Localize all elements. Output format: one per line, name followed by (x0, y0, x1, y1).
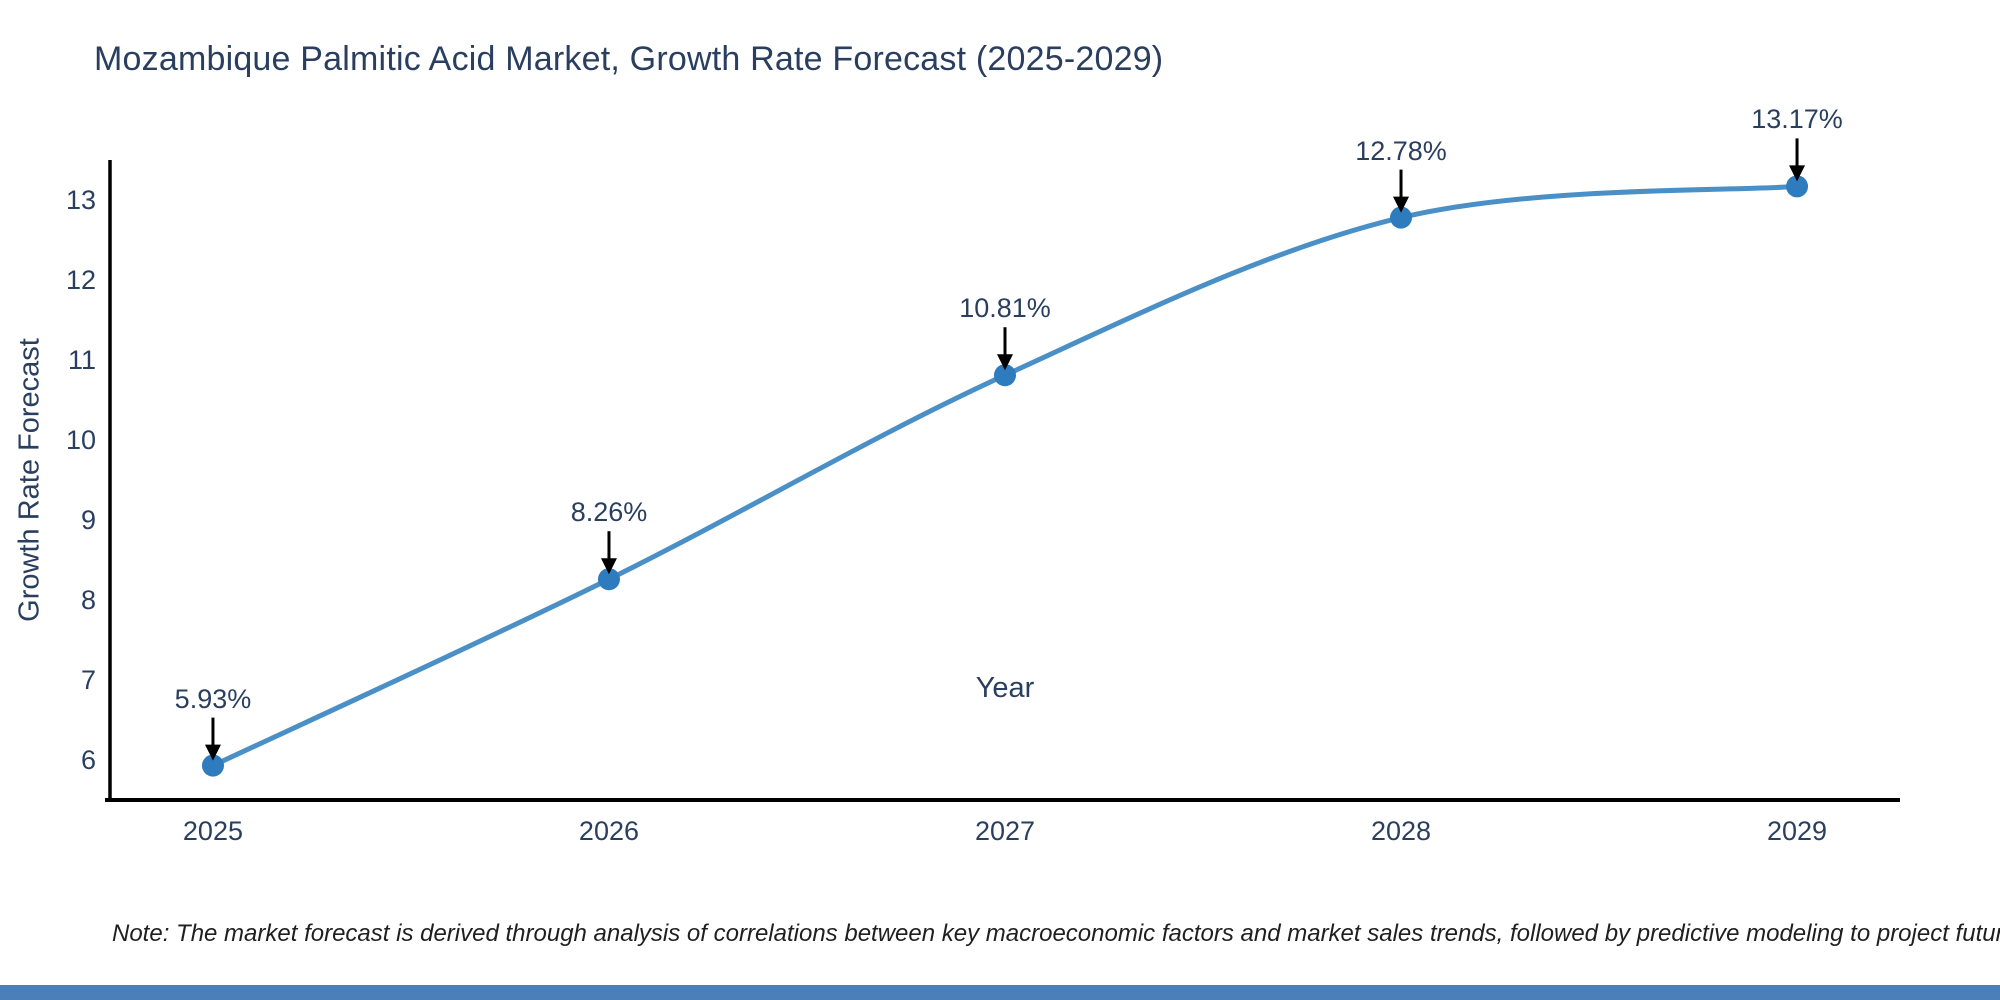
point-annotation: 5.93% (174, 683, 252, 714)
annotation-arrowhead (1789, 165, 1806, 182)
point-annotation: 10.81% (959, 293, 1051, 324)
annotation-arrowhead (600, 558, 617, 575)
footnote: Note: The market forecast is derived thr… (112, 920, 2000, 947)
annotation-arrowhead (204, 744, 221, 761)
y-tick-label: 11 (67, 345, 96, 375)
y-tick-label: 10 (65, 425, 96, 455)
y-axis-title: Growth Rate Forecast (13, 338, 46, 622)
data-point-marker (994, 364, 1016, 387)
data-point-marker (201, 754, 224, 777)
x-tick-label: 2025 (182, 816, 243, 846)
point-annotation: 8.26% (570, 497, 648, 528)
x-tick-label: 2026 (578, 816, 640, 846)
point-annotation: 13.17% (1751, 104, 1843, 135)
footer-bar (0, 985, 2000, 1000)
y-tick-label: 9 (80, 505, 96, 535)
data-point-marker (1786, 175, 1809, 198)
x-tick-label: 2028 (1370, 816, 1432, 846)
data-point-marker (1390, 206, 1413, 229)
y-tick-label: 8 (80, 585, 96, 615)
x-tick-label: 2029 (1766, 816, 1828, 846)
annotation-arrowhead (1393, 196, 1410, 213)
x-tick-label: 2027 (974, 816, 1036, 846)
chart-title: Mozambique Palmitic Acid Market, Growth … (94, 40, 1164, 78)
y-tick-label: 13 (65, 185, 96, 215)
data-point-marker (597, 568, 620, 591)
point-annotation: 12.78% (1355, 135, 1447, 166)
annotation-arrowhead (997, 354, 1013, 371)
x-axis-title: Year (975, 672, 1035, 704)
y-tick-label: 6 (80, 745, 96, 775)
y-tick-label: 7 (80, 665, 96, 695)
y-tick-label: 12 (65, 265, 96, 295)
